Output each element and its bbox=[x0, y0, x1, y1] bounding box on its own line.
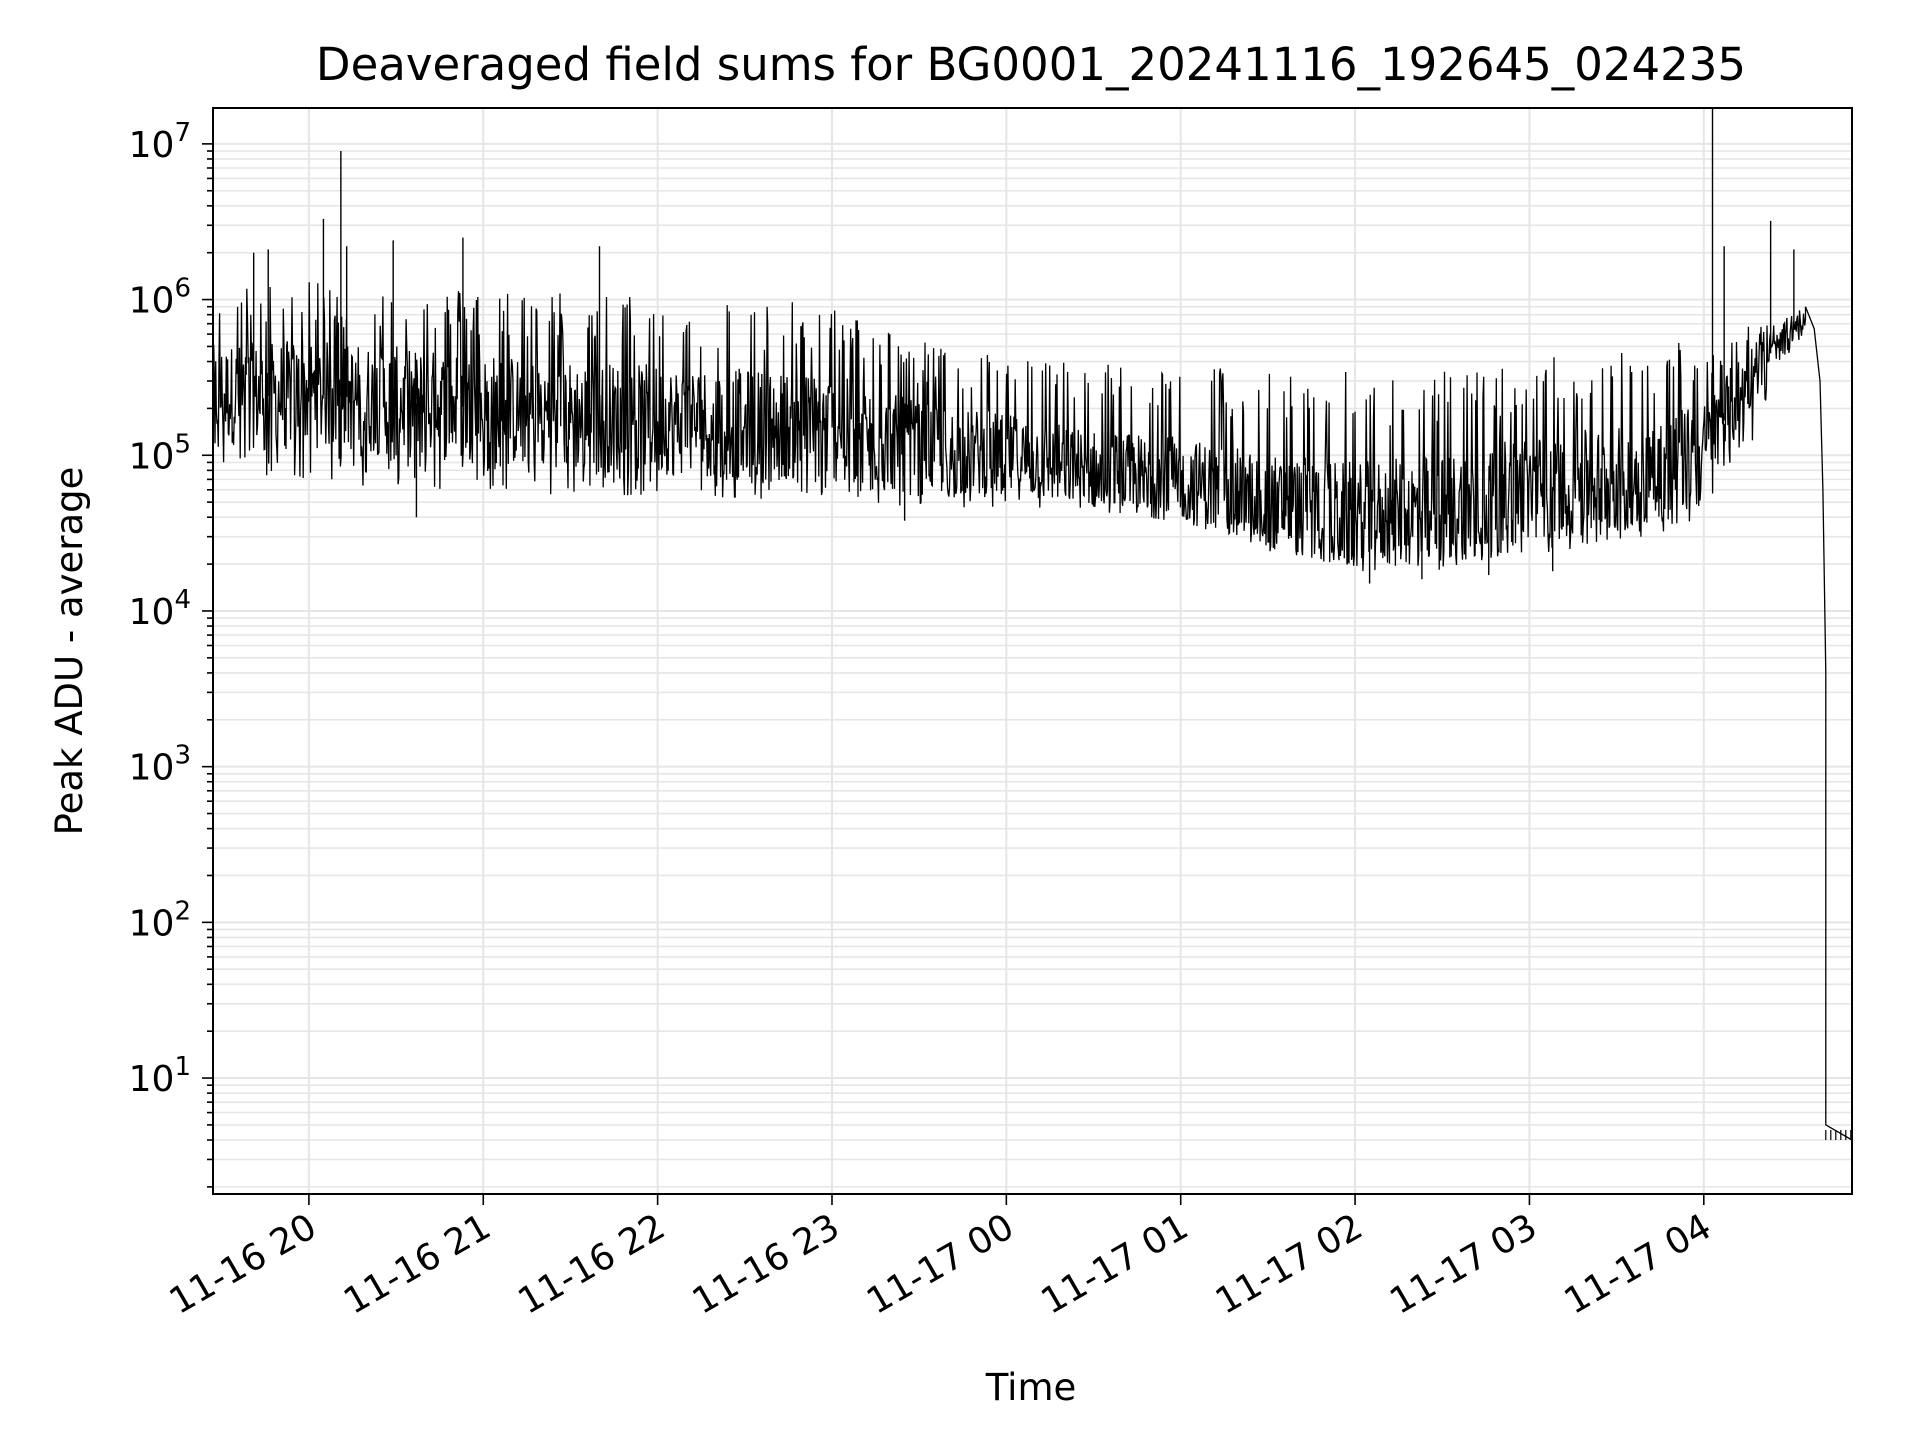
y-tick-label: 107 bbox=[129, 118, 191, 166]
plot-frame bbox=[212, 107, 1853, 1195]
chart-title: Deaveraged field sums for BG0001_2024111… bbox=[316, 38, 1746, 91]
y-axis-ticks: 101 102 103 104 105 106 107 bbox=[129, 118, 213, 1188]
y-tick-label: 105 bbox=[129, 429, 191, 477]
y-tick-label: 104 bbox=[129, 585, 191, 633]
series-line bbox=[212, 282, 1853, 1141]
x-axis-label: Time bbox=[985, 1366, 1077, 1409]
y-axis-label: Peak ADU - average bbox=[48, 467, 91, 836]
y-tick-label: 103 bbox=[129, 741, 191, 789]
y-tick-label: 101 bbox=[129, 1052, 191, 1100]
series-area bbox=[212, 108, 1853, 1141]
y-tick-label: 102 bbox=[129, 896, 191, 944]
series-floor-ripple bbox=[1825, 1130, 1852, 1140]
y-tick-label: 106 bbox=[129, 274, 191, 322]
grid-lines bbox=[213, 108, 1852, 1194]
